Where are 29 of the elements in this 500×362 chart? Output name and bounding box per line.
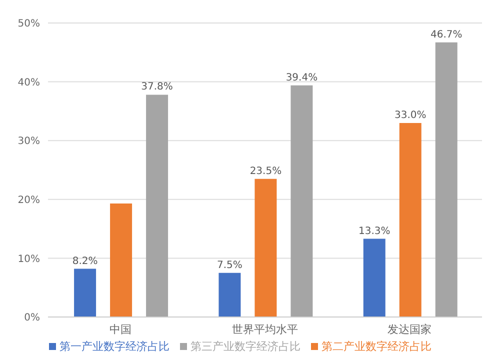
bar xyxy=(74,268,96,317)
y-tick-label: 40% xyxy=(18,77,40,88)
bar xyxy=(146,94,168,317)
data-label: 37.8% xyxy=(141,82,173,93)
bar xyxy=(290,85,313,317)
bar xyxy=(363,238,386,317)
data-label: 8.2% xyxy=(72,256,98,267)
y-tick-label: 0% xyxy=(24,312,40,324)
data-label: 23.5% xyxy=(250,166,282,177)
y-tick-label: 30% xyxy=(18,136,40,148)
bar xyxy=(435,42,458,317)
y-tick-label: 10% xyxy=(18,254,40,265)
data-label: 46.7% xyxy=(430,29,462,40)
bar xyxy=(254,178,277,317)
data-label: 39.4% xyxy=(286,72,318,84)
x-tick-label: 中国 xyxy=(109,322,132,336)
legend-label: 第三产业数字经济占比 xyxy=(190,340,300,353)
data-label: 33.0% xyxy=(394,110,426,121)
bar xyxy=(218,272,241,317)
x-tick-label: 发达国家 xyxy=(388,322,432,336)
legend-label: 第二产业数字经济占比 xyxy=(322,340,432,353)
legend-label: 第一产业数字经济占比 xyxy=(60,340,170,353)
y-tick-label: 50% xyxy=(18,18,40,30)
y-tick-label: 20% xyxy=(18,194,40,206)
bar xyxy=(399,122,422,317)
x-tick-label: 世界平均水平 xyxy=(232,322,298,336)
data-label: 13.3% xyxy=(358,226,390,237)
bar xyxy=(110,204,132,317)
data-label: 7.5% xyxy=(217,260,242,271)
